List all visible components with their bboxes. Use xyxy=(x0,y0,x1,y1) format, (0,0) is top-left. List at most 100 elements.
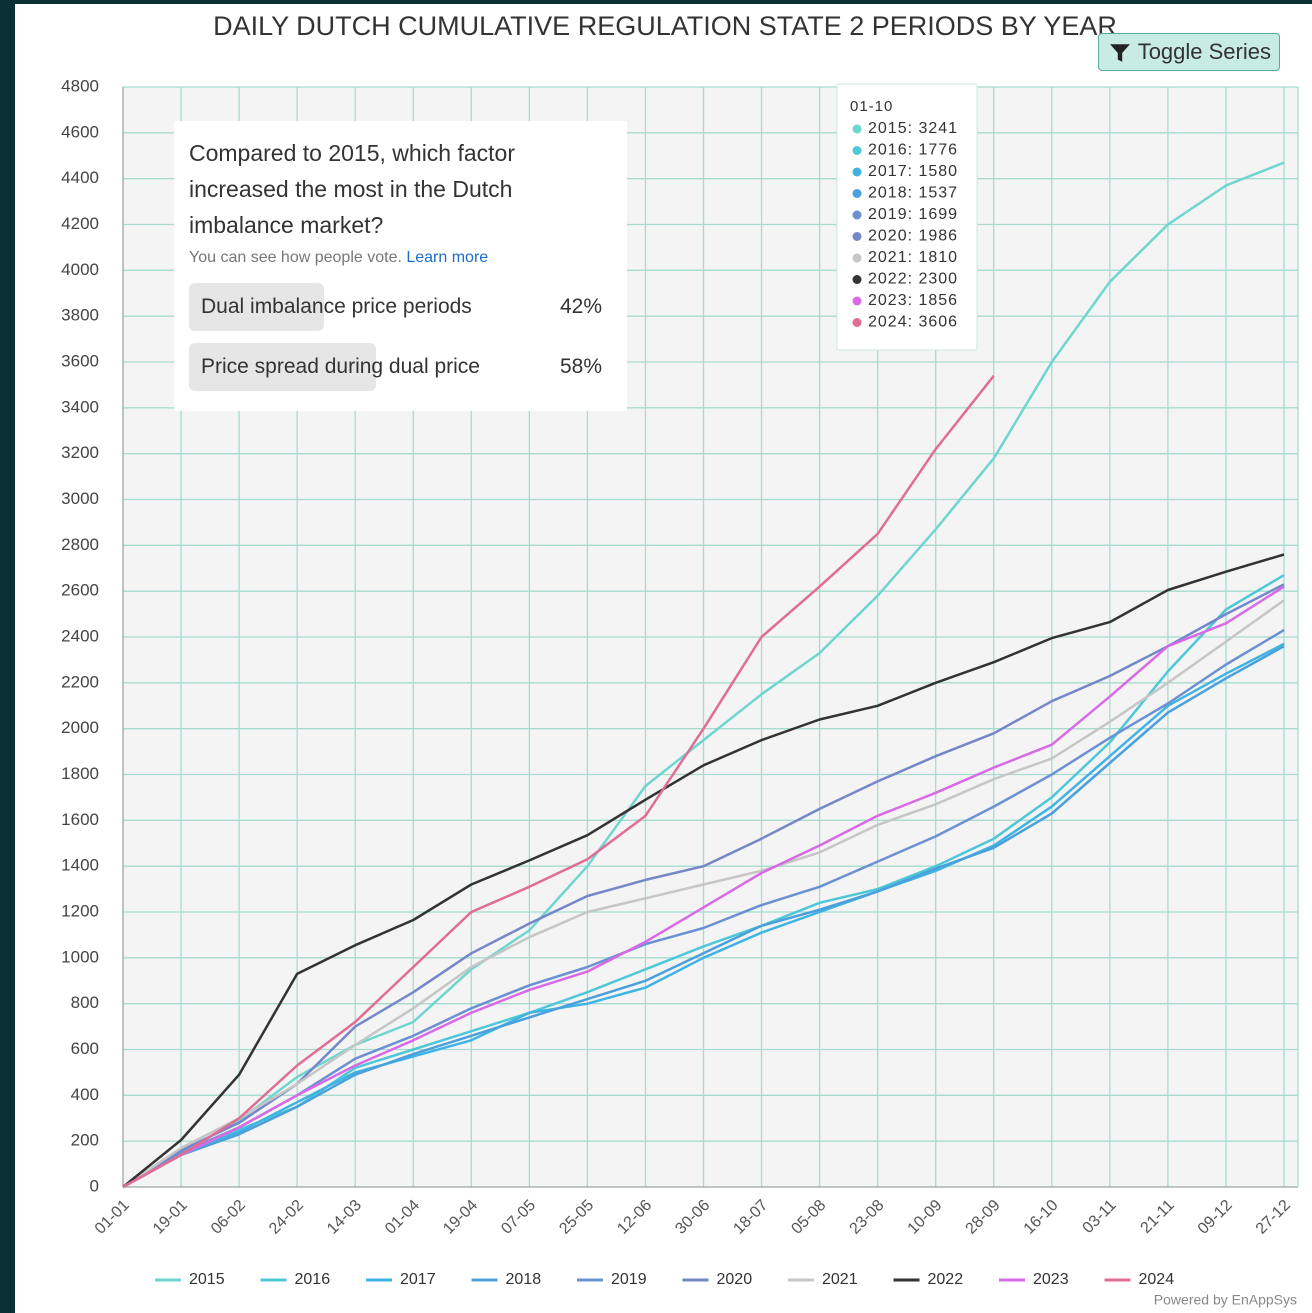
tooltip-item: 2016: 1776 xyxy=(868,142,958,159)
y-tick-label: 1600 xyxy=(61,810,99,829)
y-tick-label: 1000 xyxy=(61,947,99,966)
legend-label: 2024 xyxy=(1139,1271,1175,1288)
tooltip-marker xyxy=(852,124,862,134)
poll-option-bar xyxy=(189,343,376,391)
y-tick-label: 2800 xyxy=(61,535,99,554)
tooltip-item: 2023: 1856 xyxy=(868,292,958,309)
x-tick-label: 25-05 xyxy=(556,1197,597,1238)
y-tick-label: 400 xyxy=(71,1085,99,1104)
series-line xyxy=(122,645,1285,1189)
tooltip-marker xyxy=(852,232,862,241)
y-tick-label: 2400 xyxy=(61,626,99,645)
series-line xyxy=(122,375,995,1189)
legend-label: 2019 xyxy=(611,1271,647,1288)
y-tick-label: 3000 xyxy=(61,489,99,508)
chart-title: DAILY DUTCH CUMULATIVE REGULATION STATE … xyxy=(213,11,1117,41)
filter-icon xyxy=(1110,44,1130,62)
tooltip-marker xyxy=(852,275,862,284)
y-tick-label: 1200 xyxy=(61,901,99,920)
tooltip-marker xyxy=(852,210,862,220)
tooltip-marker xyxy=(852,253,862,263)
legend-label: 2017 xyxy=(400,1271,436,1288)
tooltip-title: 01-10 xyxy=(850,98,893,115)
x-tick-label: 21-11 xyxy=(1138,1197,1178,1237)
learn-more-link[interactable]: Learn more xyxy=(406,249,489,266)
poll-option-bar xyxy=(189,283,325,331)
tooltip-item: 2015: 3241 xyxy=(868,120,958,137)
tooltip-box xyxy=(836,83,978,351)
tooltip-marker xyxy=(852,296,862,306)
poll-option[interactable]: Price spread during dual price 58% xyxy=(189,343,612,391)
x-tick-label: 19-04 xyxy=(440,1197,481,1238)
series-line xyxy=(122,642,1285,1189)
tooltip-item: 2017: 1580 xyxy=(868,163,958,180)
y-tick-label: 1400 xyxy=(61,856,99,875)
tooltip-item: 2019: 1699 xyxy=(868,206,958,223)
y-tick-label: 3800 xyxy=(61,306,99,325)
poll-question: Compared to 2015, which factor increased… xyxy=(189,140,516,238)
tooltip-marker xyxy=(852,146,862,155)
x-tick-label: 09-12 xyxy=(1195,1197,1236,1238)
x-tick-label: 24-02 xyxy=(266,1197,307,1238)
legend-label: 2023 xyxy=(1033,1271,1069,1288)
y-tick-label: 200 xyxy=(71,1131,99,1150)
series-line xyxy=(122,629,1285,1189)
legend-label: 2020 xyxy=(717,1271,753,1288)
y-tick-label: 2000 xyxy=(61,718,99,737)
legend-label: 2021 xyxy=(822,1271,858,1288)
y-tick-label: 4800 xyxy=(61,76,99,95)
series-line xyxy=(122,583,1285,1189)
x-tick-label: 01-04 xyxy=(382,1197,423,1238)
x-tick-label: 23-08 xyxy=(847,1197,888,1238)
y-tick-label: 3200 xyxy=(61,443,99,462)
poll-option[interactable]: Dual imbalance price periods 42% xyxy=(189,283,612,331)
legend-label: 2016 xyxy=(295,1271,331,1288)
poll: Compared to 2015, which factor increased… xyxy=(174,121,627,411)
series-line xyxy=(122,599,1285,1189)
poll-option-percent: 42% xyxy=(559,295,602,318)
tooltip-item: 2022: 2300 xyxy=(868,271,958,288)
series-line xyxy=(122,585,1285,1189)
y-tick-label: 4000 xyxy=(61,260,99,279)
x-tick-label: 18-07 xyxy=(730,1197,771,1238)
legend-label: 2018 xyxy=(506,1271,542,1288)
tooltip-marker xyxy=(852,189,862,198)
credit: Powered by EnAppSys xyxy=(1154,1292,1297,1308)
x-tick-label: 07-05 xyxy=(498,1197,539,1238)
tooltip-item: 2021: 1810 xyxy=(868,249,958,266)
y-tick-label: 2200 xyxy=(61,672,99,691)
series-line xyxy=(122,574,1285,1189)
poll-note-row: You can see how people vote. Learn more xyxy=(189,249,612,267)
tooltip-marker xyxy=(852,318,862,327)
poll-options: Dual imbalance price periods 42% Price spr… xyxy=(189,283,612,391)
tooltip-item: 2020: 1986 xyxy=(868,228,958,245)
x-tick-label: 16-10 xyxy=(1021,1197,1062,1238)
y-tick-label: 2600 xyxy=(61,581,99,600)
y-tick-label: 4200 xyxy=(61,214,99,233)
toggle-label: Toggle Series xyxy=(1137,39,1271,64)
x-tick-label: 06-02 xyxy=(208,1197,249,1238)
y-tick-label: 600 xyxy=(71,1039,99,1058)
series-line xyxy=(122,553,1285,1188)
poll-option-text: Dual imbalance price periods xyxy=(201,295,472,318)
x-tick-label: 27-12 xyxy=(1253,1197,1294,1238)
poll-note: You can see how people vote. xyxy=(189,249,402,266)
y-tick-label: 3600 xyxy=(61,351,99,370)
y-tick-label: 4400 xyxy=(61,168,99,187)
toggle-series-button[interactable]: Toggle Series xyxy=(1098,33,1280,71)
x-tick-label: 30-06 xyxy=(672,1197,713,1238)
legend-label: 2015 xyxy=(189,1271,225,1288)
tooltip: 01-10 2015: 3241 2016: 1776 2017: 1580 2018:… xyxy=(836,83,978,351)
poll-option-text: Price spread during dual price xyxy=(201,355,480,378)
x-tick-label: 01-01 xyxy=(92,1197,133,1238)
y-tick-label: 1800 xyxy=(61,764,99,783)
x-tick-label: 12-06 xyxy=(614,1197,655,1238)
x-tick-label: 28-09 xyxy=(963,1197,1004,1238)
y-tick-label: 4600 xyxy=(61,122,99,141)
tooltip-item: 2024: 3606 xyxy=(868,314,958,331)
x-tick-label: 14-03 xyxy=(324,1197,365,1238)
x-tick-label: 19-01 xyxy=(150,1197,191,1238)
x-tick-label: 03-11 xyxy=(1080,1197,1120,1237)
legend-label: 2022 xyxy=(928,1271,964,1288)
